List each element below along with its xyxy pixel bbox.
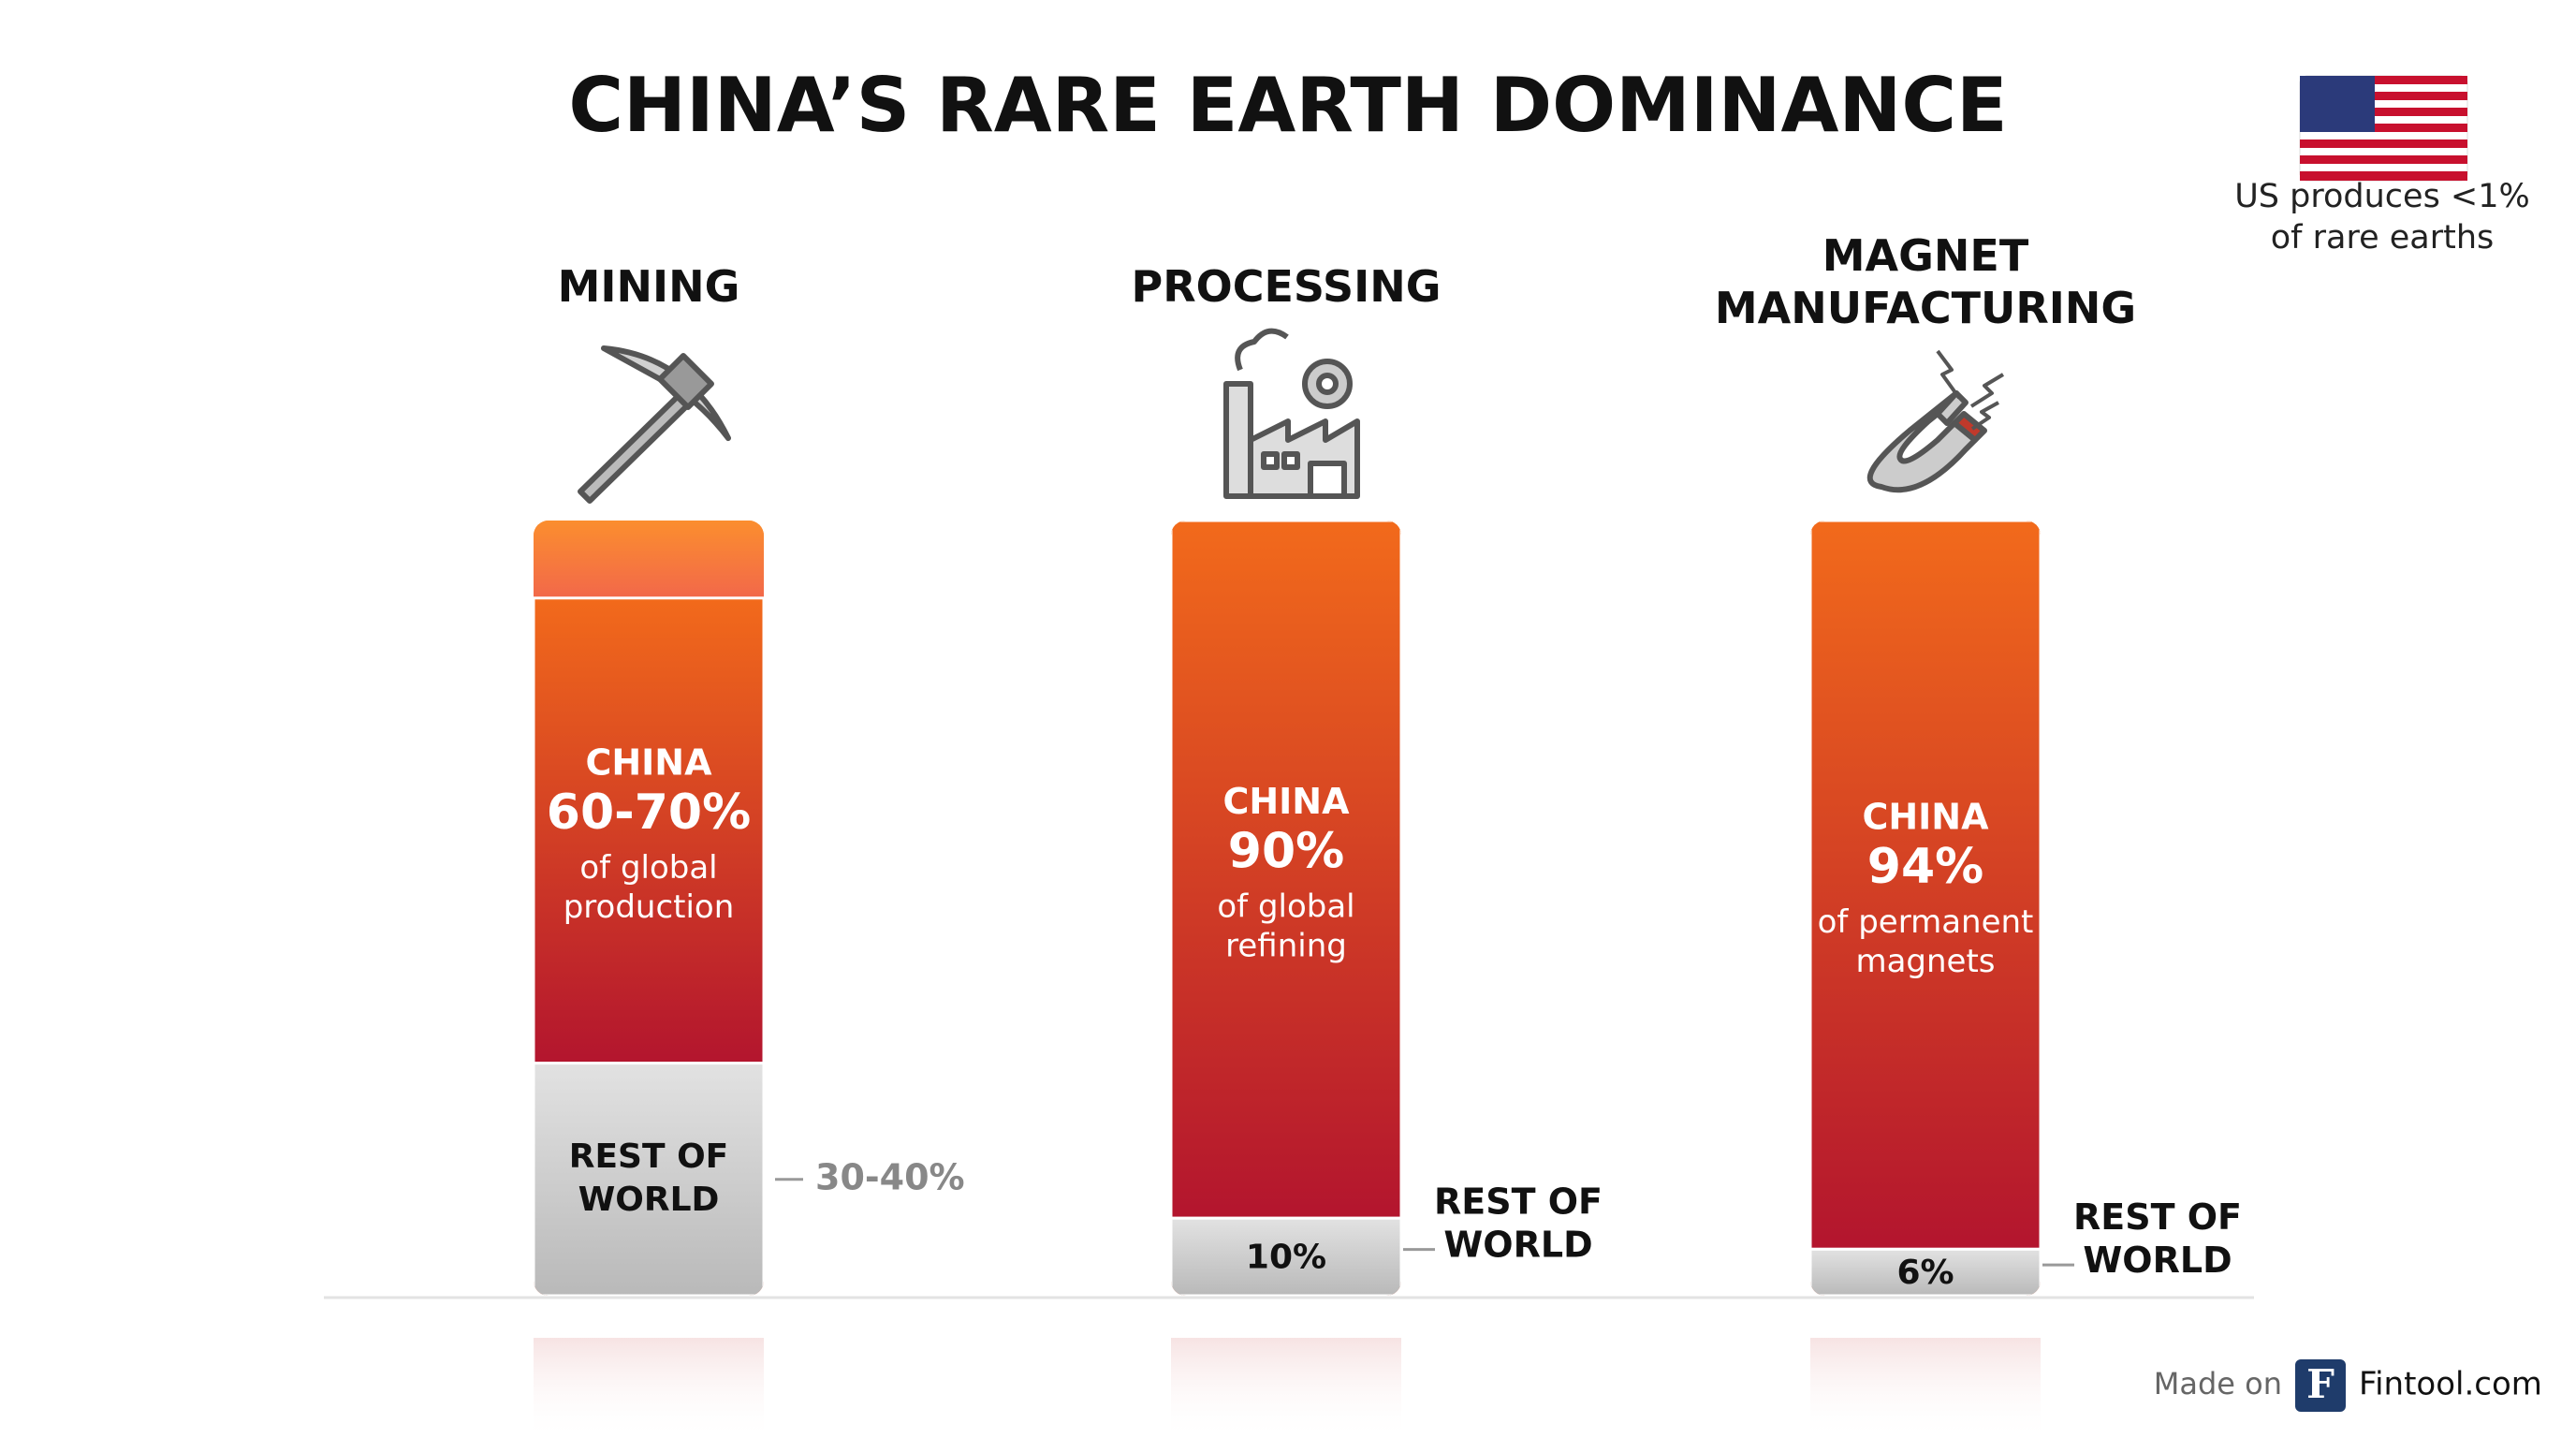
rest-share: 6% xyxy=(1896,1254,1954,1292)
factory-icon xyxy=(1223,328,1360,499)
rest-name: REST OF WORLD xyxy=(2073,1196,2242,1281)
china-segment xyxy=(1171,521,1401,1220)
rest-share: 10% xyxy=(1246,1239,1326,1277)
rest-share: 30-40% xyxy=(815,1156,965,1197)
rest-segment xyxy=(1171,1216,1401,1296)
magnet-icon xyxy=(1866,349,2005,493)
china-share: 90% xyxy=(1228,824,1344,880)
credit-prefix: Made on xyxy=(2154,1366,2282,1401)
us-flag xyxy=(2299,75,2468,182)
bar xyxy=(1810,521,2041,1296)
credit-logo: F xyxy=(2306,1361,2334,1407)
bar xyxy=(534,521,764,1296)
bar-reflection xyxy=(534,1338,764,1438)
us-note: US produces <1% of rare earths xyxy=(2234,178,2530,257)
china-range-segment xyxy=(534,521,764,598)
rest-segment xyxy=(534,1062,764,1296)
china-name: CHINA xyxy=(1222,781,1350,822)
china-share: 60-70% xyxy=(547,785,751,841)
china-share: 94% xyxy=(1867,839,1983,895)
bar xyxy=(1171,521,1401,1296)
china-name: CHINA xyxy=(585,742,712,784)
rest-name: REST OF WORLD xyxy=(569,1137,729,1219)
china-description: of global refining xyxy=(1217,888,1354,964)
category-label: MINING xyxy=(558,261,740,312)
china-description: of global production xyxy=(564,849,735,926)
category-label: PROCESSING xyxy=(1132,261,1442,312)
credit-site: Fintool.com xyxy=(2359,1366,2542,1403)
china-name: CHINA xyxy=(1862,797,1989,838)
category-label: MAGNET MANUFACTURING xyxy=(1715,230,2136,333)
pickaxe-icon xyxy=(578,345,731,504)
rest-name: REST OF WORLD xyxy=(1434,1181,1603,1265)
credit-logo-box xyxy=(2295,1359,2346,1412)
bar-reflection xyxy=(1810,1338,2041,1438)
rest-segment xyxy=(1810,1247,2041,1296)
china-segment xyxy=(534,596,764,1065)
bar-reflection xyxy=(1171,1338,1401,1438)
china-description: of permanent magnets xyxy=(1818,903,2034,980)
title: CHINA’S RARE EARTH DOMINANCE xyxy=(568,62,2007,149)
